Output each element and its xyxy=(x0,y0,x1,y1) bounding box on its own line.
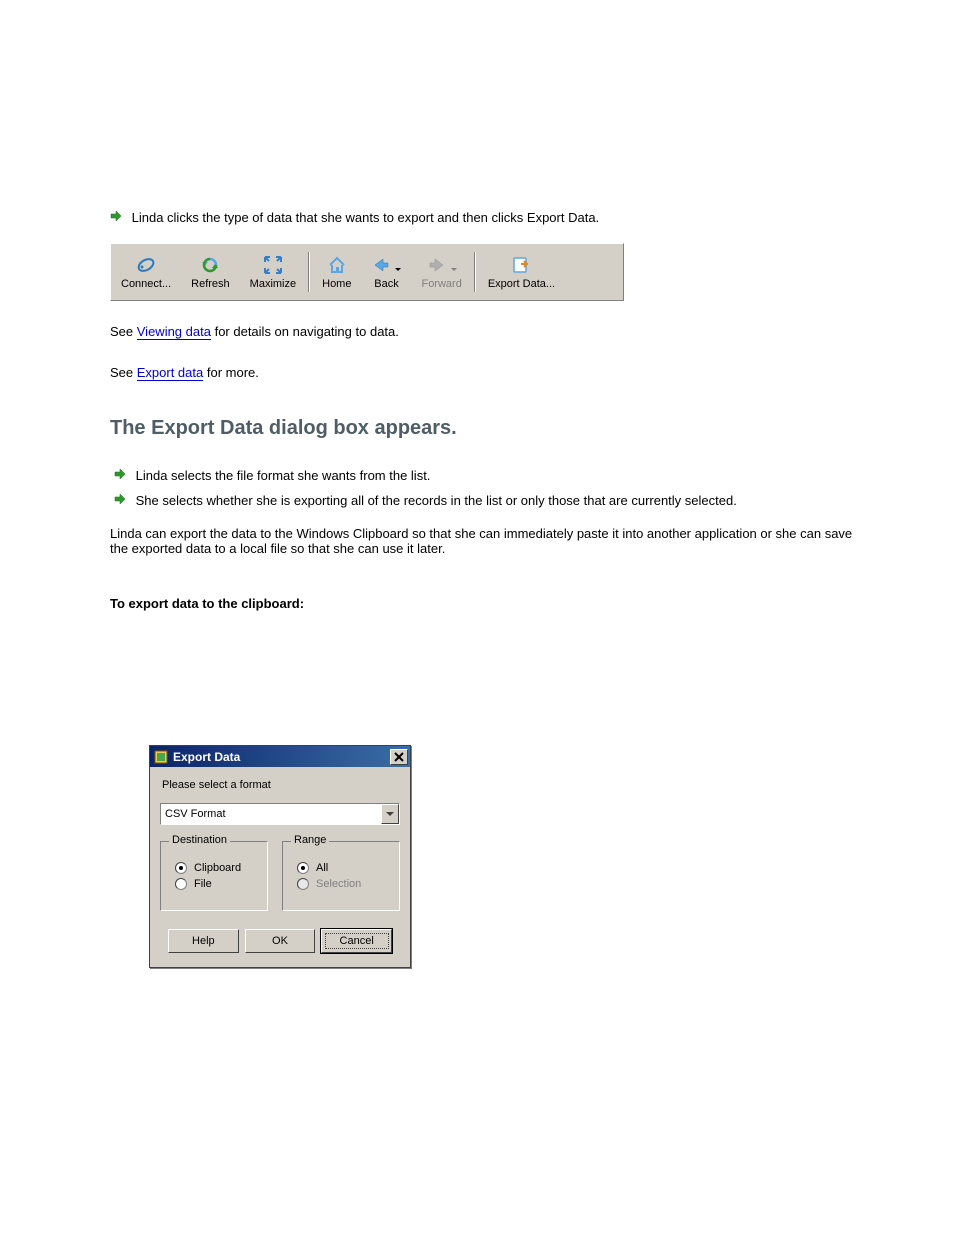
home-button[interactable]: Home xyxy=(312,244,361,300)
explanatory-paragraph: Linda can export the data to the Windows… xyxy=(110,526,854,556)
forward-button: Forward xyxy=(411,244,471,300)
destination-clipboard-label: Clipboard xyxy=(194,862,241,874)
forward-label: Forward xyxy=(421,278,461,290)
step-b-text: She selects whether she is exporting all… xyxy=(136,493,737,508)
dialog-prompt: Please select a format xyxy=(162,779,400,791)
note-prefix: See xyxy=(110,324,137,339)
forward-icon xyxy=(427,254,457,276)
toolbar: Connect... Refresh Maximize Home xyxy=(110,243,624,301)
viewing-data-link[interactable]: Viewing data xyxy=(137,324,211,340)
radio-checked-icon xyxy=(175,862,187,874)
export-data-dialog: Export Data Please select a format CSV F… xyxy=(149,745,411,968)
export-data-button[interactable]: Export Data... xyxy=(478,244,565,300)
dialog-title: Export Data xyxy=(173,750,390,764)
destination-clipboard-radio[interactable]: Clipboard xyxy=(175,862,253,874)
destination-group: Destination Clipboard File xyxy=(160,841,268,911)
step-a-text: Linda selects the file format she wants … xyxy=(136,468,431,483)
export-icon xyxy=(511,254,531,276)
back-icon xyxy=(371,254,401,276)
maximize-icon xyxy=(264,254,282,276)
chevron-down-icon[interactable] xyxy=(381,804,399,824)
export-label: Export Data... xyxy=(488,278,555,290)
radio-disabled-icon xyxy=(297,878,309,890)
note2-suffix: for more. xyxy=(203,365,259,380)
range-all-radio[interactable]: All xyxy=(297,862,385,874)
destination-file-radio[interactable]: File xyxy=(175,878,253,890)
note2-prefix: See xyxy=(110,365,137,380)
connect-button[interactable]: Connect... xyxy=(111,244,181,300)
export-data-link[interactable]: Export data xyxy=(137,365,204,381)
close-button[interactable] xyxy=(390,749,408,765)
cancel-button[interactable]: Cancel xyxy=(321,929,392,953)
radio-checked-icon xyxy=(297,862,309,874)
destination-file-label: File xyxy=(194,878,212,890)
format-combobox[interactable]: CSV Format xyxy=(160,803,400,825)
section-heading: The Export Data dialog box appears. xyxy=(110,417,854,440)
refresh-button[interactable]: Refresh xyxy=(181,244,240,300)
range-legend: Range xyxy=(291,834,329,846)
range-selection-label: Selection xyxy=(316,878,361,890)
subheading-clipboard: To export data to the clipboard: xyxy=(110,596,854,611)
home-label: Home xyxy=(322,278,351,290)
radio-unchecked-icon xyxy=(175,878,187,890)
forward-chevron-icon xyxy=(451,268,457,271)
note-mid: for details on navigating to data. xyxy=(211,324,399,339)
refresh-icon xyxy=(200,254,220,276)
toolbar-separator xyxy=(308,252,310,292)
range-selection-radio: Selection xyxy=(297,878,385,890)
refresh-label: Refresh xyxy=(191,278,230,290)
range-group: Range All Selection xyxy=(282,841,400,911)
dialog-titlebar: Export Data xyxy=(150,746,410,767)
range-all-label: All xyxy=(316,862,328,874)
destination-legend: Destination xyxy=(169,834,230,846)
maximize-label: Maximize xyxy=(250,278,296,290)
home-icon xyxy=(327,254,347,276)
back-button[interactable]: Back xyxy=(361,244,411,300)
back-label: Back xyxy=(374,278,398,290)
back-chevron-icon xyxy=(395,268,401,271)
arrow-bullet-icon xyxy=(114,493,126,505)
connect-label: Connect... xyxy=(121,278,171,290)
arrow-bullet-icon xyxy=(114,468,126,480)
connect-icon xyxy=(136,254,156,276)
step-text: Linda clicks the type of data that she w… xyxy=(132,210,600,225)
toolbar-separator xyxy=(474,252,476,292)
arrow-bullet-icon xyxy=(110,210,122,222)
ok-button[interactable]: OK xyxy=(245,929,316,953)
maximize-button[interactable]: Maximize xyxy=(240,244,306,300)
format-value: CSV Format xyxy=(161,804,381,824)
dialog-app-icon xyxy=(153,749,169,765)
help-button[interactable]: Help xyxy=(168,929,239,953)
